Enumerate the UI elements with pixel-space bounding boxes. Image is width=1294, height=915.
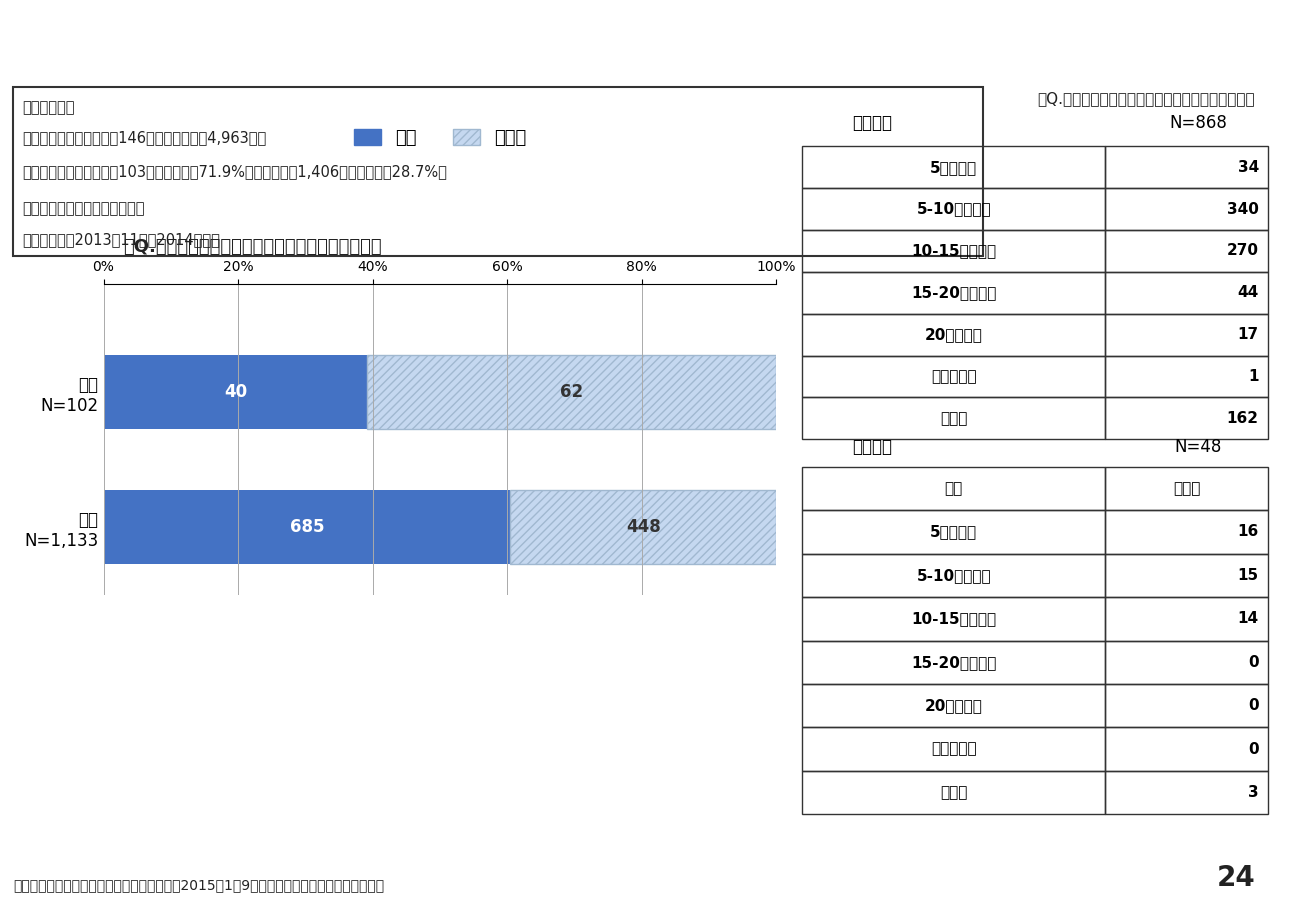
Bar	[802, 684, 1105, 727]
Text: 15-20万円未満: 15-20万円未満	[911, 655, 996, 670]
Text: 34: 34	[1237, 160, 1259, 175]
Text: 685: 685	[290, 518, 325, 536]
Text: ＜調査概要＞: ＜調査概要＞	[22, 100, 75, 114]
Text: 40: 40	[224, 382, 247, 401]
Text: 5-10万円未満: 5-10万円未満	[916, 201, 991, 217]
Bar	[802, 272, 1105, 314]
Text: 10-15万円未満: 10-15万円未満	[911, 243, 996, 258]
Text: 本人と交渉: 本人と交渉	[930, 369, 977, 384]
Bar	[802, 467, 1105, 511]
Text: 24: 24	[1216, 864, 1255, 892]
Text: 16: 16	[1237, 524, 1259, 539]
Bar	[1105, 597, 1268, 640]
Bar	[1105, 397, 1268, 439]
Text: 施設数: 施設数	[1172, 481, 1201, 496]
Bar	[802, 356, 1105, 397]
Bar	[802, 727, 1105, 770]
Text: 3: 3	[1249, 785, 1259, 800]
Text: 5万円未満: 5万円未満	[930, 524, 977, 539]
Text: 20万円以上: 20万円以上	[925, 698, 982, 713]
Text: 62: 62	[560, 382, 584, 401]
Text: 調査期間：2013年11月～2014年１月: 調査期間：2013年11月～2014年１月	[22, 231, 220, 247]
Bar	[802, 554, 1105, 597]
Text: 0: 0	[1249, 742, 1259, 757]
Text: ＜Q.外部から麻酔科医を定期的に要請しているか＞: ＜Q.外部から麻酔科医を定期的に要請しているか＞	[123, 238, 382, 256]
Text: 謝金: 謝金	[945, 481, 963, 496]
Bar	[1105, 230, 1268, 272]
Bar	[510, 490, 776, 565]
Text: N=48: N=48	[1175, 438, 1222, 457]
Text: 一般病院: 一般病院	[853, 113, 892, 132]
Bar	[1105, 467, 1268, 511]
Bar	[802, 640, 1105, 684]
Bar	[802, 397, 1105, 439]
Legend: はい, いいえ: はい, いいえ	[347, 122, 533, 155]
Bar	[1105, 188, 1268, 230]
Bar	[1105, 146, 1268, 188]
Text: 外部からの麻酔科医の要請にかかる実態①: 外部からの麻酔科医の要請にかかる実態①	[485, 31, 809, 59]
Bar	[802, 146, 1105, 188]
Text: その他: その他	[939, 785, 968, 800]
Text: 大学病院: 大学病院	[853, 438, 892, 457]
Bar	[802, 511, 1105, 554]
Bar	[802, 230, 1105, 272]
Bar	[1105, 640, 1268, 684]
Text: 5万円未満: 5万円未満	[930, 160, 977, 175]
Bar	[367, 355, 776, 429]
Text: 15-20万円未満: 15-20万円未満	[911, 285, 996, 300]
Bar	[1105, 554, 1268, 597]
Bar	[1105, 727, 1268, 770]
Text: 0: 0	[1249, 698, 1259, 713]
Text: 270: 270	[1227, 243, 1259, 258]
Text: 回答施設数：大学病院103施設（回答率71.9%）、一般病院1,406施設（回答率28.7%）: 回答施設数：大学病院103施設（回答率71.9%）、一般病院1,406施設（回答…	[22, 164, 448, 179]
Text: 340: 340	[1227, 201, 1259, 217]
Text: 出典：麻酔科医のマンパワーに関する調査（2015年1月9日　公益社団法人日本麻酔科学会）: 出典：麻酔科医のマンパワーに関する調査（2015年1月9日 公益社団法人日本麻酔…	[13, 878, 384, 892]
Text: 17: 17	[1237, 328, 1259, 342]
Bar	[1105, 770, 1268, 814]
Text: 本人と交渉: 本人と交渉	[930, 742, 977, 757]
Text: 44: 44	[1237, 285, 1259, 300]
Bar	[802, 314, 1105, 356]
Text: 15: 15	[1237, 568, 1259, 583]
Text: N=868: N=868	[1170, 113, 1227, 132]
Bar	[1105, 272, 1268, 314]
Bar	[802, 770, 1105, 814]
Text: ＜Q.外部からの麻酔科医への報酬は１日いくらか＞: ＜Q.外部からの麻酔科医への報酬は１日いくらか＞	[1038, 92, 1255, 106]
Bar	[802, 597, 1105, 640]
Text: 10-15万円未満: 10-15万円未満	[911, 611, 996, 626]
Bar	[1105, 684, 1268, 727]
Text: 5-10万円未満: 5-10万円未満	[916, 568, 991, 583]
Text: 調査方法：アンケートの送付: 調査方法：アンケートの送付	[22, 201, 145, 216]
Bar	[1105, 314, 1268, 356]
Text: 調査施設数：大学病院146施設、一般病院4,963施設: 調査施設数：大学病院146施設、一般病院4,963施設	[22, 130, 267, 145]
Text: 14: 14	[1237, 611, 1259, 626]
Bar	[802, 188, 1105, 230]
Text: 1: 1	[1249, 369, 1259, 384]
Bar	[1105, 511, 1268, 554]
Bar	[1105, 356, 1268, 397]
Bar	[104, 490, 510, 565]
Text: 162: 162	[1227, 411, 1259, 425]
Text: 448: 448	[626, 518, 661, 536]
Bar	[104, 355, 367, 429]
Text: 20万円以上: 20万円以上	[925, 328, 982, 342]
Text: 0: 0	[1249, 655, 1259, 670]
Text: その他: その他	[939, 411, 968, 425]
